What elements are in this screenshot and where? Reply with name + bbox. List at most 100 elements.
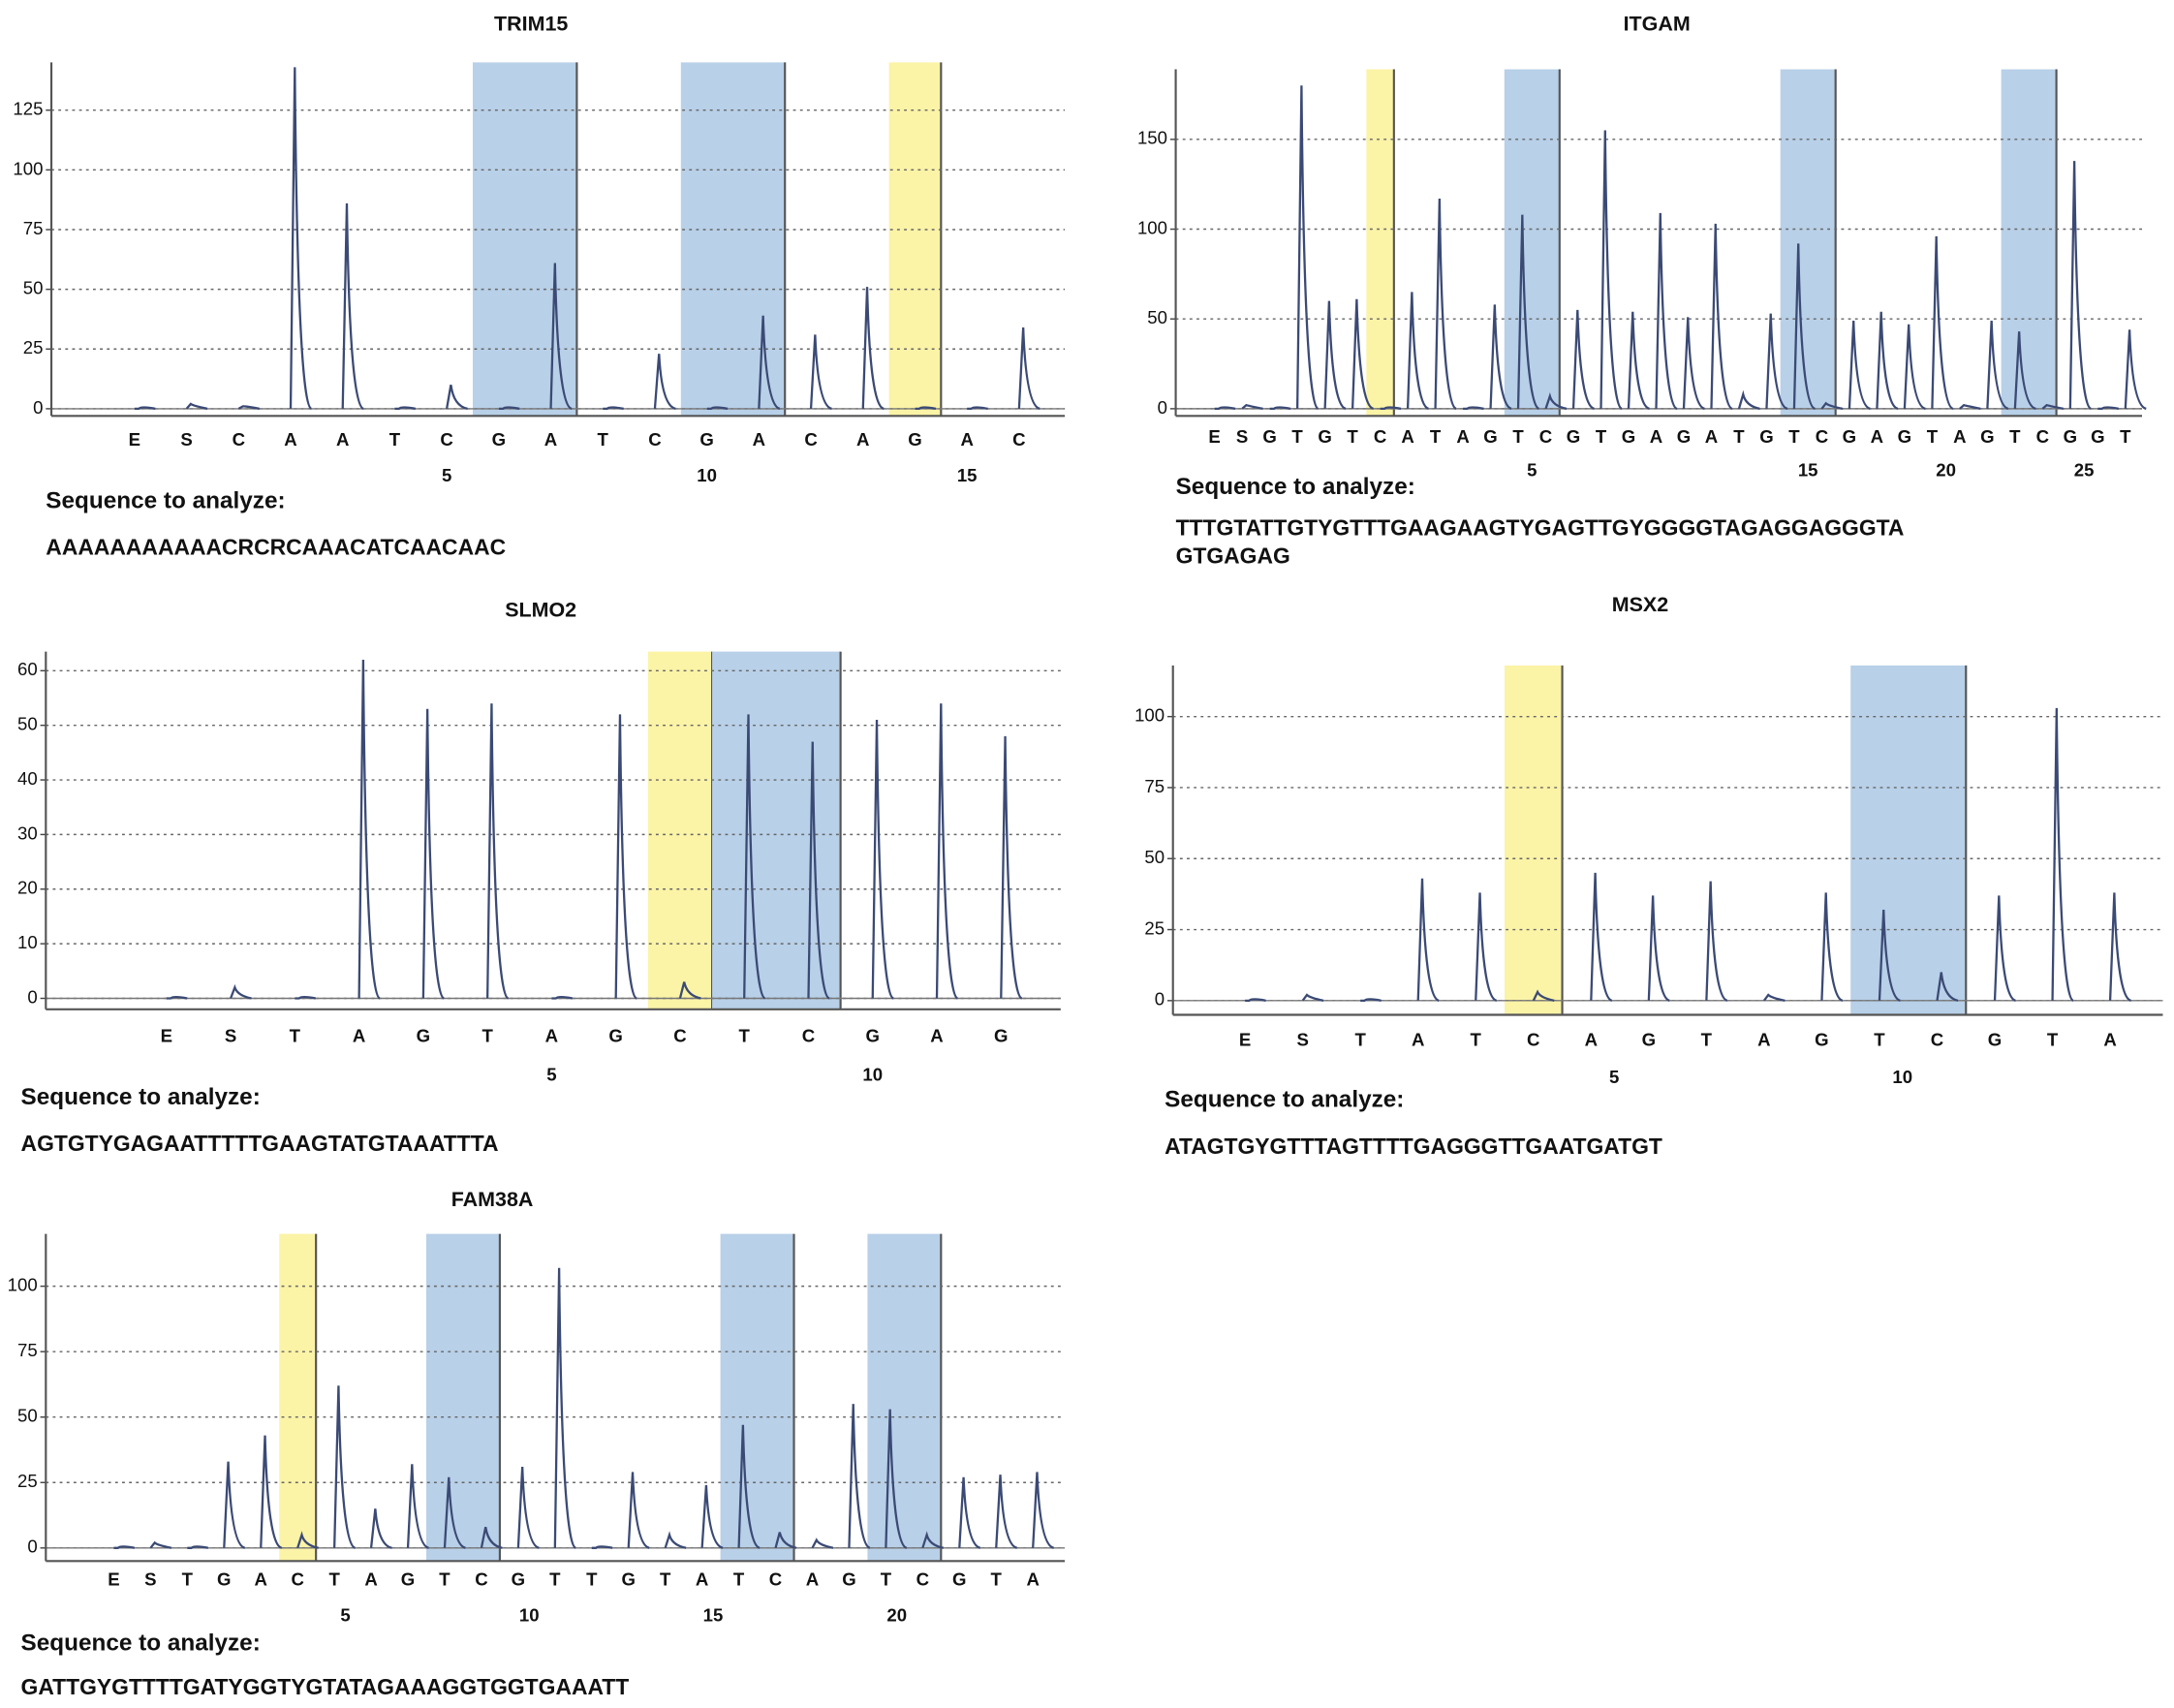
dispensation-label: G [417, 1025, 430, 1045]
dispensation-label: T [991, 1568, 1003, 1589]
y-tick-label: 50 [23, 278, 44, 298]
peak [967, 406, 988, 411]
dispensation-label: T [389, 429, 401, 450]
peak [1301, 993, 1324, 1002]
dispensation-label: A [1705, 426, 1718, 447]
peak [678, 981, 701, 1000]
peak [421, 708, 446, 1000]
dispensation-label: T [1874, 1030, 1885, 1050]
dispensation-label: T [1788, 426, 1800, 447]
position-label: 20 [1936, 459, 1956, 480]
dispensation-label: C [916, 1568, 929, 1589]
peak [774, 1532, 797, 1549]
dispensation-label: T [481, 1025, 493, 1045]
peak [664, 1531, 687, 1549]
peak [921, 1531, 945, 1549]
dispensation-label: T [1291, 426, 1303, 447]
peak [516, 1466, 540, 1549]
peak [1762, 993, 1786, 1002]
dispensation-label: C [648, 429, 661, 450]
peak [958, 1476, 981, 1549]
dispensation-label: T [1512, 426, 1524, 447]
peak [1710, 223, 1733, 411]
peak [394, 406, 417, 411]
chart-title: ITGAM [1624, 12, 1691, 35]
dispensation-label: G [1262, 426, 1276, 447]
highlight [867, 1233, 942, 1562]
y-tick-label: 100 [1134, 705, 1165, 726]
peak [1544, 392, 1568, 411]
peak [1532, 989, 1555, 1002]
dispensation-label: S [1236, 426, 1248, 447]
y-tick-label: 75 [17, 1340, 38, 1360]
dispensation-label: E [161, 1025, 172, 1045]
peak [2013, 331, 2036, 411]
dispensation-label: C [802, 1025, 815, 1045]
peak [480, 1526, 503, 1549]
peak [1936, 972, 1959, 1002]
dispensation-label: T [328, 1568, 340, 1589]
highlight [1780, 69, 1836, 417]
highlight [720, 1233, 794, 1562]
dispensation-label: A [806, 1568, 819, 1589]
peak [1959, 403, 1981, 411]
dispensation-label: T [1347, 426, 1358, 447]
dispensation-label: A [545, 1025, 558, 1045]
dispensation-label: T [1471, 1030, 1482, 1050]
dispensation-label: C [1539, 426, 1552, 447]
peak [848, 1404, 871, 1549]
highlight [472, 62, 577, 417]
peak [2041, 403, 2065, 411]
peak [289, 67, 313, 411]
dispensation-label: A [255, 1568, 267, 1589]
peak [1792, 243, 1816, 411]
chart-title: FAM38A [451, 1188, 534, 1211]
dispensation-label: E [1208, 426, 1220, 447]
dispensation-label: G [1677, 426, 1691, 447]
dispensation-label: G [622, 1568, 636, 1589]
y-tick-label: 60 [17, 659, 38, 679]
y-tick-label: 25 [23, 337, 44, 357]
peak [1269, 406, 1291, 411]
dispensation-label: T [733, 1568, 745, 1589]
sequence: TTTGTATTGTYGTTTGAAGAAGTYGAGTTGYGGGGTAGAG… [1176, 515, 1905, 541]
dispensation-label: T [1430, 426, 1442, 447]
peak [369, 1508, 392, 1549]
dispensation-label: T [1355, 1030, 1367, 1050]
peak [187, 1545, 209, 1549]
y-tick-label: 50 [17, 1406, 38, 1426]
dispensation-label: G [952, 1568, 966, 1589]
position-label: 5 [546, 1064, 556, 1084]
dispensation-label: A [1871, 426, 1883, 447]
chart-title: SLMO2 [505, 599, 576, 622]
dispensation-label: G [994, 1025, 1008, 1045]
peak [1434, 198, 1457, 411]
highlight [1505, 665, 1563, 1015]
dispensation-label: G [866, 1025, 880, 1045]
dispensation-label: G [1642, 1030, 1656, 1050]
y-tick-label: 50 [1147, 307, 1167, 327]
highlight [1850, 665, 1967, 1015]
peak [871, 720, 894, 1000]
y-tick-label: 0 [1155, 989, 1165, 1009]
peak [134, 406, 156, 411]
peak [1655, 212, 1678, 411]
y-tick-label: 75 [23, 218, 44, 238]
position-label: 5 [442, 465, 451, 485]
peak [149, 1540, 172, 1549]
peak [1032, 1472, 1055, 1549]
peak [653, 354, 676, 411]
dispensation-label: A [696, 1568, 708, 1589]
dispensation-label: T [1701, 1030, 1713, 1050]
highlight [680, 62, 786, 417]
dispensation-label: T [549, 1568, 561, 1589]
peak [445, 385, 468, 411]
dispensation-label: G [608, 1025, 622, 1045]
peak [915, 406, 937, 411]
peak [1245, 998, 1266, 1002]
dispensation-label: G [401, 1568, 415, 1589]
peak [1705, 881, 1728, 1002]
dispensation-label: A [960, 429, 973, 450]
highlight [2001, 69, 2057, 417]
